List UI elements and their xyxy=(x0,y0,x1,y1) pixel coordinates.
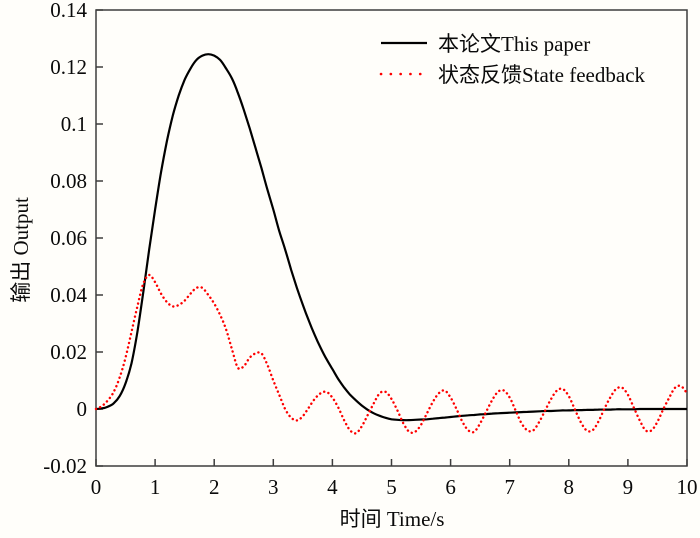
series-line-this-paper xyxy=(95,53,687,422)
x-tick-label: 8 xyxy=(564,475,575,499)
x-tick-label: 3 xyxy=(268,475,279,499)
y-axis-title: 输出 Output xyxy=(9,197,33,303)
x-axis-title: 时间 Time/s xyxy=(339,507,445,531)
y-tick-label: 0.12 xyxy=(50,55,87,79)
legend-solid-line-swatch xyxy=(381,41,427,44)
y-tick-label: 0 xyxy=(77,397,88,421)
series-line-state-feedback xyxy=(94,273,689,435)
x-tick-label: 6 xyxy=(445,475,456,499)
x-tick-label: 5 xyxy=(386,475,397,499)
y-tick-label: -0.02 xyxy=(43,454,87,478)
x-tick-label: 0 xyxy=(91,475,102,499)
legend-label-state-feedback: 状态反馈State feedback xyxy=(438,62,646,87)
legend-item-state-feedback: 状态反馈State feedback xyxy=(379,58,645,89)
x-tick-label: 10 xyxy=(677,475,698,499)
x-tick-label: 4 xyxy=(327,475,338,499)
y-tick-label: 0.06 xyxy=(50,226,87,250)
x-tick-label: 1 xyxy=(150,475,161,499)
y-tick-label: 0.14 xyxy=(50,0,87,22)
y-tick-label: 0.08 xyxy=(50,169,87,193)
legend-label-this-paper: 本论文This paper xyxy=(438,31,591,56)
x-tick-label: 9 xyxy=(623,475,634,499)
y-tick-label: 0.04 xyxy=(50,283,87,307)
x-tick-label: 7 xyxy=(504,475,515,499)
y-tick-label: 0.1 xyxy=(61,112,87,136)
legend-dotted-line-swatch xyxy=(379,72,429,75)
legend: 本论文This paper 状态反馈State feedback xyxy=(379,27,645,89)
x-tick-label: 2 xyxy=(209,475,220,499)
legend-item-this-paper: 本论文This paper xyxy=(379,27,645,58)
y-tick-label: 0.02 xyxy=(50,340,87,364)
